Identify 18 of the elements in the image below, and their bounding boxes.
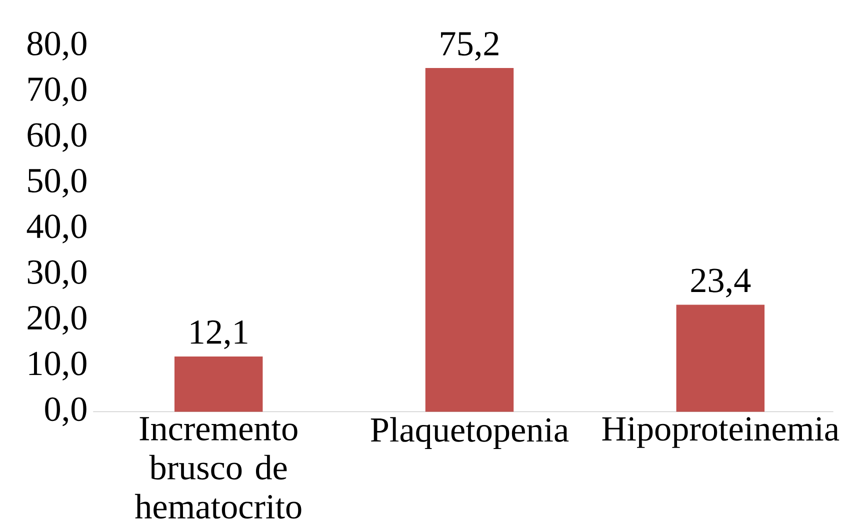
- y-tick-label: 80,0: [28, 32, 86, 61]
- y-tick-label: 70,0: [28, 77, 86, 106]
- data-label: 75,2: [441, 32, 498, 61]
- data-label: 12,1: [190, 320, 248, 350]
- data-label: 23,4: [691, 268, 751, 298]
- y-tick-label: 50,0: [28, 168, 86, 198]
- y-tick-label: 10,0: [29, 352, 86, 380]
- x-tick-label: Plaquetopenia: [370, 417, 569, 450]
- y-tick-label: 30,0: [28, 260, 86, 290]
- y-tick-label: 20,0: [28, 306, 86, 335]
- y-tick-label: 40,0: [26, 214, 86, 244]
- bar: [425, 68, 514, 412]
- bar: [676, 304, 765, 412]
- y-tick-label: 0,0: [45, 397, 86, 426]
- x-tick-label: Hipoproteinemia: [602, 417, 840, 448]
- bar: [174, 356, 263, 412]
- y-tick-label: 60,0: [28, 123, 86, 152]
- x-tick-label: Incremento brusco de hematocrito: [134, 417, 302, 519]
